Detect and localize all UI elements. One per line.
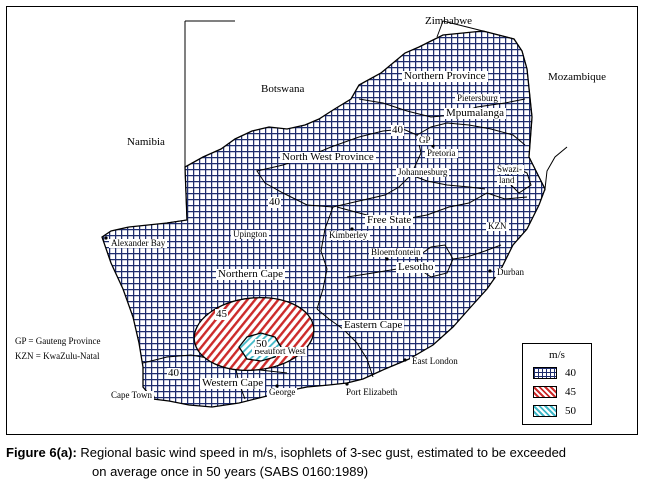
- south-africa-landmass: [101, 30, 546, 408]
- namibia-border: [166, 21, 188, 224]
- legend-item-45: 45: [533, 386, 589, 400]
- note-gp: GP = Gauteng Province: [15, 336, 101, 346]
- legend-item-50: 50: [533, 405, 589, 419]
- label-kzn: KZN: [486, 221, 509, 231]
- legend-swatch-50: [533, 405, 557, 417]
- label-durban: Durban: [495, 267, 526, 277]
- label-namibia: Namibia: [127, 136, 165, 148]
- isophlet-45: 45: [215, 308, 228, 320]
- label-botswana: Botswana: [261, 83, 305, 95]
- label-east-london: East London: [410, 356, 460, 366]
- marker-durban: [488, 269, 492, 273]
- label-beaufort-west: Beaufort West: [252, 346, 308, 356]
- label-zimbabwe: Zimbabwe: [425, 15, 473, 27]
- isophlet-40-south: 40: [167, 367, 180, 379]
- label-mozambique: Mozambique: [548, 71, 607, 83]
- caption-line-1: Regional basic wind speed in m/s, isophl…: [80, 445, 567, 460]
- map-legend: m/s 40 45 50: [522, 343, 592, 425]
- map-figure: Zimbabwe Botswana Namibia Mozambique Nor…: [6, 6, 638, 435]
- label-mpumalanga: Mpumalanga: [444, 107, 507, 119]
- label-pretoria: Pretoria: [425, 148, 458, 158]
- label-swaziland-1: Swazi-: [495, 164, 524, 174]
- isophlet-40-north: 40: [391, 124, 404, 136]
- label-northern-province: Northern Province: [402, 70, 488, 82]
- zimbabwe-border: [436, 20, 444, 38]
- marker-bloemfontein: [385, 257, 389, 261]
- legend-unit: m/s: [549, 349, 565, 361]
- isophlet-40-west: 40: [268, 196, 281, 208]
- label-pietersburg: Pietersburg: [455, 93, 500, 103]
- label-johannesburg: Johannesburg: [396, 167, 450, 177]
- label-north-west: North West Province: [280, 151, 376, 163]
- legend-value-40: 40: [565, 367, 576, 379]
- label-eastern-cape: Eastern Cape: [342, 319, 405, 331]
- note-kzn: KZN = KwaZulu-Natal: [15, 351, 100, 361]
- label-northern-cape: Northern Cape: [216, 268, 286, 280]
- legend-swatch-45: [533, 386, 557, 398]
- marker-alexander-bay: [104, 236, 108, 240]
- legend-value-45: 45: [565, 386, 576, 398]
- figure-caption: Figure 6(a): Regional basic wind speed i…: [6, 443, 646, 481]
- label-western-cape: Western Cape: [200, 377, 266, 389]
- isophlet-50: 50: [255, 338, 268, 350]
- marker-kimberley: [350, 227, 354, 231]
- label-lesotho: Lesotho: [396, 261, 436, 273]
- label-upington: Upington: [231, 229, 270, 239]
- label-gp: GP: [417, 135, 433, 145]
- label-kimberley: Kimberley: [327, 230, 370, 240]
- label-alexander-bay: Alexander Bay: [109, 238, 168, 248]
- label-cape-town: Cape Town: [109, 390, 154, 400]
- marker-east-london: [403, 358, 407, 362]
- label-port-elizabeth: Port Elizabeth: [344, 387, 400, 397]
- label-george: George: [267, 387, 298, 397]
- marker-port-elizabeth: [345, 382, 349, 386]
- marker-pretoria: [431, 144, 435, 148]
- legend-value-50: 50: [565, 405, 576, 417]
- caption-label: Figure 6(a):: [6, 445, 77, 460]
- label-free-state: Free State: [365, 214, 414, 226]
- label-swaziland-2: land: [497, 175, 517, 185]
- legend-item-40: 40: [533, 367, 589, 381]
- caption-line-2: on average once in 50 years (SABS 0160:1…: [92, 464, 369, 479]
- label-bloemfontein: Bloemfontein: [369, 247, 423, 257]
- legend-swatch-40: [533, 367, 557, 379]
- marker-george: [275, 384, 279, 388]
